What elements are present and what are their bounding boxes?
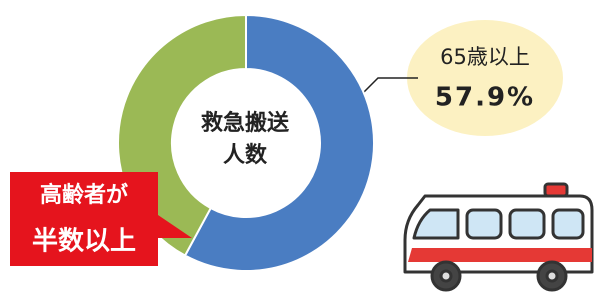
center-text: 人数 <box>223 142 268 168</box>
category-label: 65歳以上 <box>440 45 530 69</box>
value-label: 57.9% <box>435 83 535 113</box>
callout-text: 高齢者が <box>40 182 128 208</box>
ambulance-icon <box>405 184 592 290</box>
page: 65歳以上 57.9% 救急搬送 人数 高齢者が 半数以上 (() => { c… <box>0 0 598 295</box>
callout-text: 半数以上 <box>32 227 136 257</box>
chart: 65歳以上 57.9% 救急搬送 人数 高齢者が 半数以上 <box>0 0 598 295</box>
label-bubble <box>407 20 563 136</box>
center-text: 救急搬送 <box>201 110 289 136</box>
